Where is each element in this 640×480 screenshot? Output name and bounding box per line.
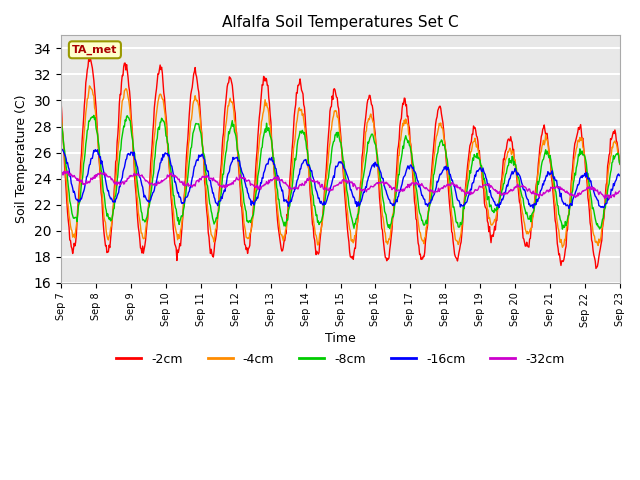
-8cm	[57, 116, 65, 121]
Legend: -2cm, -4cm, -8cm, -16cm, -32cm: -2cm, -4cm, -8cm, -16cm, -32cm	[111, 348, 570, 371]
Y-axis label: Soil Temperature (C): Soil Temperature (C)	[15, 95, 28, 223]
Line: -8cm: -8cm	[61, 115, 620, 229]
-4cm	[86, 83, 93, 89]
Title: Alfalfa Soil Temperatures Set C: Alfalfa Soil Temperatures Set C	[222, 15, 459, 30]
-2cm	[592, 265, 600, 271]
-32cm	[605, 196, 613, 202]
-2cm	[86, 54, 94, 60]
-16cm	[429, 192, 437, 198]
-16cm	[253, 194, 261, 200]
-2cm	[57, 97, 65, 103]
-2cm	[227, 75, 234, 81]
-16cm	[57, 144, 65, 150]
-16cm	[225, 168, 233, 174]
X-axis label: Time: Time	[325, 332, 356, 345]
-4cm	[616, 157, 624, 163]
-8cm	[430, 171, 438, 177]
Text: TA_met: TA_met	[72, 45, 118, 55]
-4cm	[559, 244, 566, 250]
Line: -4cm: -4cm	[61, 86, 620, 247]
-8cm	[254, 174, 262, 180]
-16cm	[616, 172, 624, 178]
-32cm	[57, 171, 65, 177]
Line: -16cm: -16cm	[61, 147, 620, 208]
-8cm	[399, 143, 406, 149]
-2cm	[275, 229, 283, 235]
-32cm	[254, 186, 262, 192]
-8cm	[227, 126, 234, 132]
-16cm	[398, 181, 406, 187]
-8cm	[90, 112, 98, 118]
-2cm	[616, 162, 624, 168]
-4cm	[399, 120, 406, 126]
-32cm	[275, 177, 283, 183]
-32cm	[399, 189, 406, 194]
-32cm	[227, 181, 234, 187]
-4cm	[254, 154, 262, 160]
Line: -2cm: -2cm	[61, 57, 620, 268]
-32cm	[616, 188, 624, 194]
-2cm	[430, 138, 438, 144]
-32cm	[430, 190, 438, 195]
-4cm	[227, 96, 234, 101]
-8cm	[124, 113, 131, 119]
-4cm	[57, 110, 65, 116]
-32cm	[63, 168, 70, 174]
-2cm	[399, 100, 406, 106]
-32cm	[124, 176, 131, 181]
-2cm	[124, 68, 131, 74]
-8cm	[559, 226, 566, 232]
Line: -32cm: -32cm	[61, 171, 620, 199]
-16cm	[275, 173, 282, 179]
-8cm	[275, 196, 283, 202]
-16cm	[565, 205, 573, 211]
-4cm	[275, 219, 283, 225]
-16cm	[123, 156, 131, 162]
-4cm	[124, 90, 131, 96]
-8cm	[616, 161, 624, 167]
-4cm	[430, 153, 438, 159]
-2cm	[254, 134, 262, 140]
